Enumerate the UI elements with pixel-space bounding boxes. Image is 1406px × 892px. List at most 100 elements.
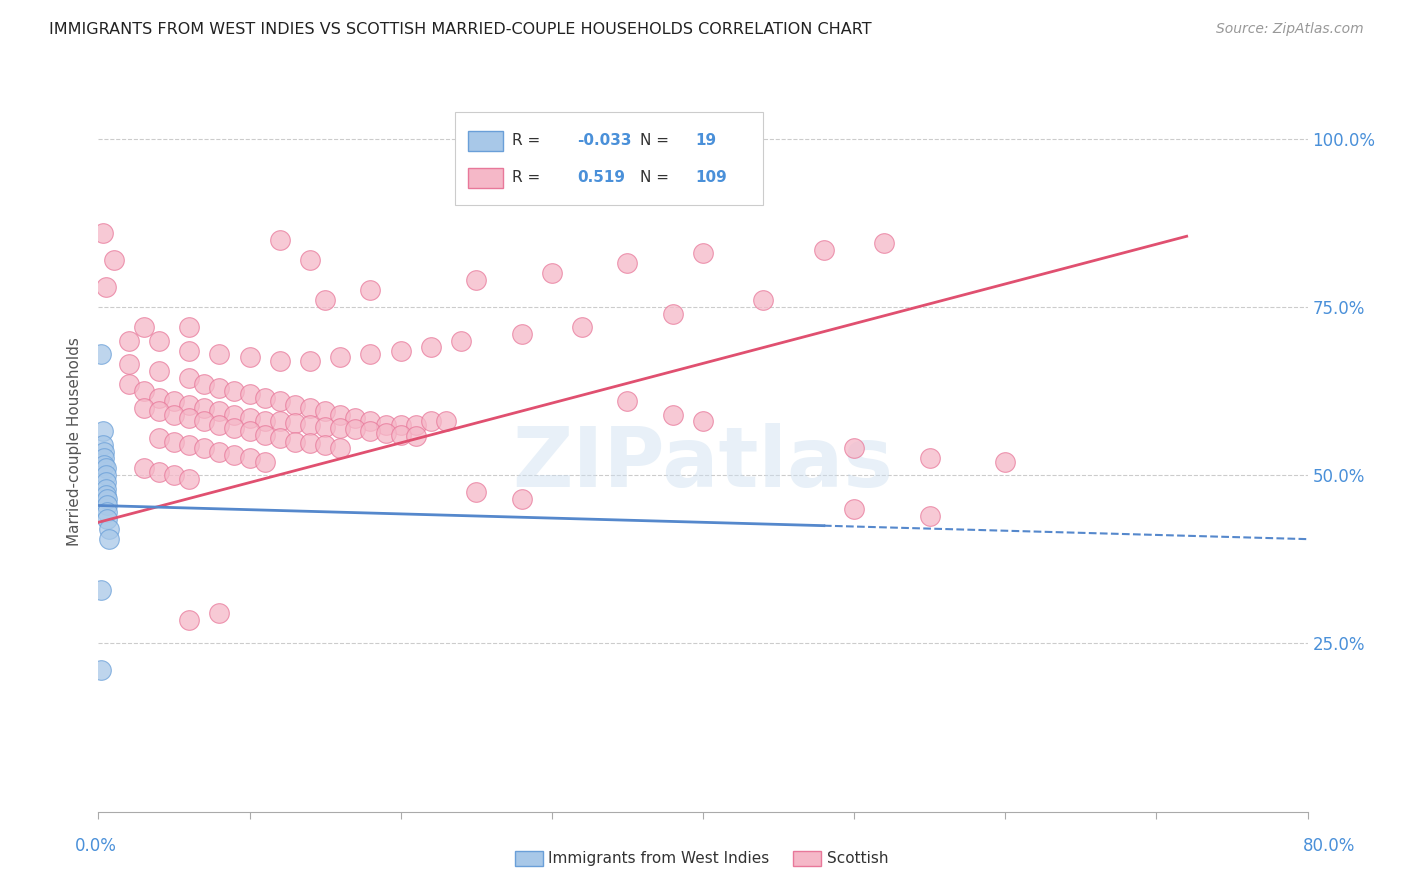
Point xyxy=(179,472,201,486)
Point xyxy=(329,442,352,456)
Text: 0.519: 0.519 xyxy=(578,169,626,185)
Point xyxy=(94,279,117,293)
Point xyxy=(389,427,412,442)
Point xyxy=(179,398,201,412)
Point xyxy=(269,394,291,409)
Point xyxy=(571,320,593,334)
Point xyxy=(239,351,262,365)
Text: -0.033: -0.033 xyxy=(578,133,631,148)
Point xyxy=(844,501,866,516)
Point xyxy=(661,307,683,321)
Point xyxy=(193,414,215,428)
Point xyxy=(420,414,443,428)
Point xyxy=(360,283,382,297)
Point xyxy=(253,455,276,469)
Point xyxy=(208,404,231,418)
Point xyxy=(94,461,117,475)
Point xyxy=(96,505,118,519)
Point xyxy=(148,465,170,479)
Point xyxy=(208,606,231,620)
Point xyxy=(148,431,170,445)
Y-axis label: Married-couple Households: Married-couple Households xyxy=(67,337,83,546)
Text: 80.0%: 80.0% xyxy=(1302,837,1355,855)
Point xyxy=(193,377,215,392)
Point xyxy=(163,434,186,449)
Point xyxy=(465,273,488,287)
Point xyxy=(132,461,155,475)
Point xyxy=(163,408,186,422)
Point xyxy=(374,426,396,441)
Point xyxy=(344,422,367,436)
Point xyxy=(193,442,215,456)
Point xyxy=(813,243,835,257)
Point xyxy=(132,401,155,415)
Point xyxy=(284,434,307,449)
Point xyxy=(253,414,276,428)
Point xyxy=(253,391,276,405)
Point xyxy=(299,401,322,415)
Point xyxy=(616,394,638,409)
Point xyxy=(374,417,396,432)
Point xyxy=(994,455,1017,469)
Point xyxy=(329,408,352,422)
Text: 109: 109 xyxy=(696,169,727,185)
Point xyxy=(91,438,114,452)
Point xyxy=(299,436,322,450)
Point xyxy=(148,404,170,418)
Point xyxy=(873,235,896,250)
Text: Immigrants from West Indies: Immigrants from West Indies xyxy=(548,851,769,865)
Point xyxy=(434,414,457,428)
Point xyxy=(661,408,683,422)
Point xyxy=(93,444,115,458)
Point xyxy=(692,246,714,260)
FancyBboxPatch shape xyxy=(456,112,763,204)
Point xyxy=(148,364,170,378)
Point xyxy=(103,252,125,267)
Point xyxy=(239,387,262,401)
Point xyxy=(329,351,352,365)
Text: 19: 19 xyxy=(696,133,717,148)
Point xyxy=(420,340,443,354)
Point xyxy=(163,468,186,483)
Point xyxy=(132,320,155,334)
Point xyxy=(94,482,117,496)
Point xyxy=(93,458,115,472)
FancyBboxPatch shape xyxy=(468,131,503,151)
Point xyxy=(299,353,322,368)
Point xyxy=(344,411,367,425)
Point xyxy=(360,425,382,439)
FancyBboxPatch shape xyxy=(468,169,503,187)
Point xyxy=(163,394,186,409)
Point xyxy=(314,404,336,418)
Text: ZIPatlas: ZIPatlas xyxy=(513,423,893,504)
Point xyxy=(96,512,118,526)
Point xyxy=(269,414,291,428)
Point xyxy=(284,398,307,412)
Point xyxy=(918,451,941,466)
Point xyxy=(510,491,533,506)
Point xyxy=(179,320,201,334)
Text: R =: R = xyxy=(512,133,546,148)
Point xyxy=(96,491,118,506)
Point xyxy=(132,384,155,398)
Point xyxy=(405,429,427,443)
Point xyxy=(269,233,291,247)
Point xyxy=(98,532,121,546)
Point xyxy=(148,334,170,348)
Point xyxy=(179,613,201,627)
Point xyxy=(90,664,112,678)
Point xyxy=(329,421,352,435)
Point xyxy=(179,438,201,452)
Point xyxy=(179,411,201,425)
Point xyxy=(94,488,117,502)
Point xyxy=(314,419,336,434)
Point xyxy=(93,451,115,466)
Point xyxy=(752,293,775,308)
Point xyxy=(208,444,231,458)
Point xyxy=(91,226,114,240)
Point xyxy=(239,451,262,466)
Point xyxy=(224,421,246,435)
Point xyxy=(389,343,412,358)
Point xyxy=(844,442,866,456)
Point xyxy=(224,448,246,462)
